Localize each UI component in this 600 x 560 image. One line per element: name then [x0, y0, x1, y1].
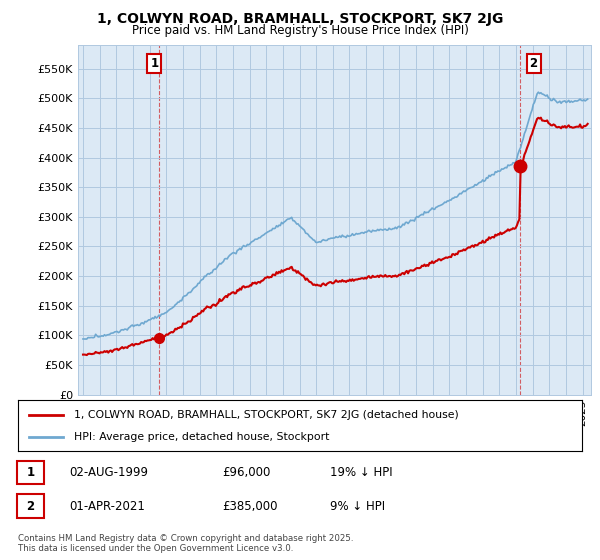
Text: 19% ↓ HPI: 19% ↓ HPI — [330, 466, 392, 479]
Text: Price paid vs. HM Land Registry's House Price Index (HPI): Price paid vs. HM Land Registry's House … — [131, 24, 469, 37]
Text: 1: 1 — [26, 466, 35, 479]
Text: 01-APR-2021: 01-APR-2021 — [69, 500, 145, 513]
Text: 1, COLWYN ROAD, BRAMHALL, STOCKPORT, SK7 2JG (detached house): 1, COLWYN ROAD, BRAMHALL, STOCKPORT, SK7… — [74, 409, 459, 419]
Text: 1: 1 — [150, 57, 158, 70]
Text: 2: 2 — [26, 500, 35, 513]
Text: £385,000: £385,000 — [222, 500, 277, 513]
Text: 9% ↓ HPI: 9% ↓ HPI — [330, 500, 385, 513]
Text: 1, COLWYN ROAD, BRAMHALL, STOCKPORT, SK7 2JG: 1, COLWYN ROAD, BRAMHALL, STOCKPORT, SK7… — [97, 12, 503, 26]
Text: 2: 2 — [529, 57, 538, 70]
Text: Contains HM Land Registry data © Crown copyright and database right 2025.
This d: Contains HM Land Registry data © Crown c… — [18, 534, 353, 553]
Text: HPI: Average price, detached house, Stockport: HPI: Average price, detached house, Stoc… — [74, 432, 330, 442]
Text: £96,000: £96,000 — [222, 466, 271, 479]
Text: 02-AUG-1999: 02-AUG-1999 — [69, 466, 148, 479]
